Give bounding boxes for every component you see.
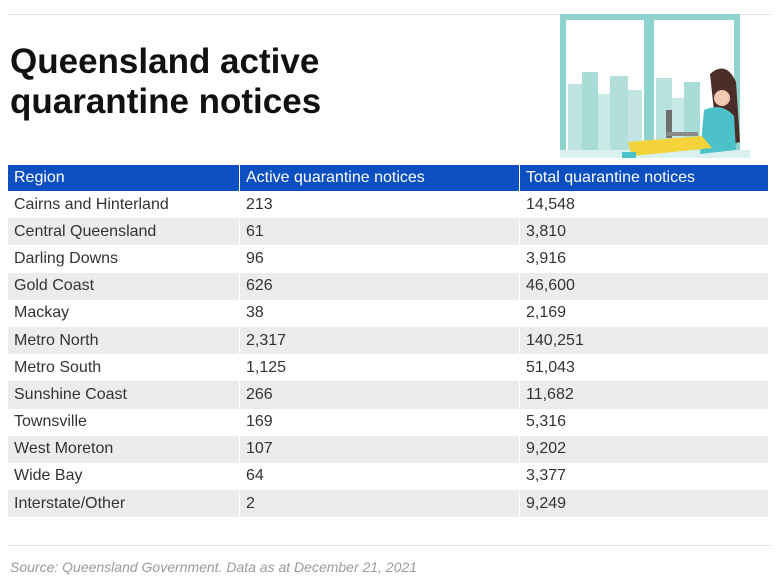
total-notices-cell: 14,548	[519, 191, 768, 219]
header-total-notices: Total quarantine notices	[519, 165, 768, 191]
active-notices-cell: 626	[239, 272, 520, 300]
table-row: Interstate/Other 2 9,249	[8, 490, 768, 518]
region-cell: Townsville	[8, 408, 240, 436]
total-notices-cell: 3,916	[519, 245, 768, 273]
region-cell: Wide Bay	[8, 462, 240, 491]
total-notices-cell: 11,682	[519, 381, 768, 409]
active-notices-cell: 2,317	[239, 326, 520, 355]
table-row: Cairns and Hinterland 213 14,548	[8, 191, 768, 219]
table-row: Darling Downs 96 3,916	[8, 245, 768, 273]
total-notices-cell: 3,810	[519, 218, 768, 246]
table-row: Gold Coast 626 46,600	[8, 272, 768, 300]
table-row: Sunshine Coast 266 11,682	[8, 381, 768, 409]
table-header-row: Region Active quarantine notices Total q…	[8, 165, 768, 191]
top-divider	[8, 14, 771, 15]
table-row: Townsville 169 5,316	[8, 408, 768, 436]
active-notices-cell: 1,125	[239, 354, 520, 382]
total-notices-cell: 9,202	[519, 435, 768, 463]
region-cell: Mackay	[8, 299, 240, 327]
total-notices-cell: 46,600	[519, 272, 768, 300]
active-notices-cell: 2	[239, 490, 520, 518]
bottom-divider	[8, 545, 771, 546]
total-notices-cell: 140,251	[519, 326, 768, 355]
table-row: Central Queensland 61 3,810	[8, 218, 768, 246]
active-notices-cell: 169	[239, 408, 520, 436]
region-cell: Gold Coast	[8, 272, 240, 300]
table-row: Mackay 38 2,169	[8, 299, 768, 327]
table-row: Metro South 1,125 51,043	[8, 354, 768, 382]
quarantine-table: Region Active quarantine notices Total q…	[8, 165, 768, 518]
source-note: Source: Queensland Government. Data as a…	[10, 559, 418, 575]
header-region: Region	[8, 165, 240, 191]
region-cell: Metro North	[8, 326, 240, 355]
active-notices-cell: 107	[239, 435, 520, 463]
region-cell: Cairns and Hinterland	[8, 191, 240, 219]
table-row: Metro North 2,317 140,251	[8, 326, 768, 355]
page-title: Queensland active quarantine notices	[10, 42, 322, 121]
table-body: Cairns and Hinterland 213 14,548 Central Qu…	[8, 191, 768, 518]
active-notices-cell: 213	[239, 191, 520, 219]
table-row: Wide Bay 64 3,377	[8, 462, 768, 491]
total-notices-cell: 9,249	[519, 490, 768, 518]
active-notices-cell: 64	[239, 462, 520, 491]
region-cell: Darling Downs	[8, 245, 240, 273]
region-cell: Interstate/Other	[8, 490, 240, 518]
active-notices-cell: 38	[239, 299, 520, 327]
total-notices-cell: 5,316	[519, 408, 768, 436]
total-notices-cell: 3,377	[519, 462, 768, 491]
total-notices-cell: 51,043	[519, 354, 768, 382]
active-notices-cell: 96	[239, 245, 520, 273]
header-active-notices: Active quarantine notices	[239, 165, 520, 191]
region-cell: Central Queensland	[8, 218, 240, 246]
person-with-laptop-illustration	[560, 14, 750, 158]
total-notices-cell: 2,169	[519, 299, 768, 327]
active-notices-cell: 266	[239, 381, 520, 409]
table-row: West Moreton 107 9,202	[8, 435, 768, 463]
region-cell: Sunshine Coast	[8, 381, 240, 409]
region-cell: Metro South	[8, 354, 240, 382]
active-notices-cell: 61	[239, 218, 520, 246]
region-cell: West Moreton	[8, 435, 240, 463]
